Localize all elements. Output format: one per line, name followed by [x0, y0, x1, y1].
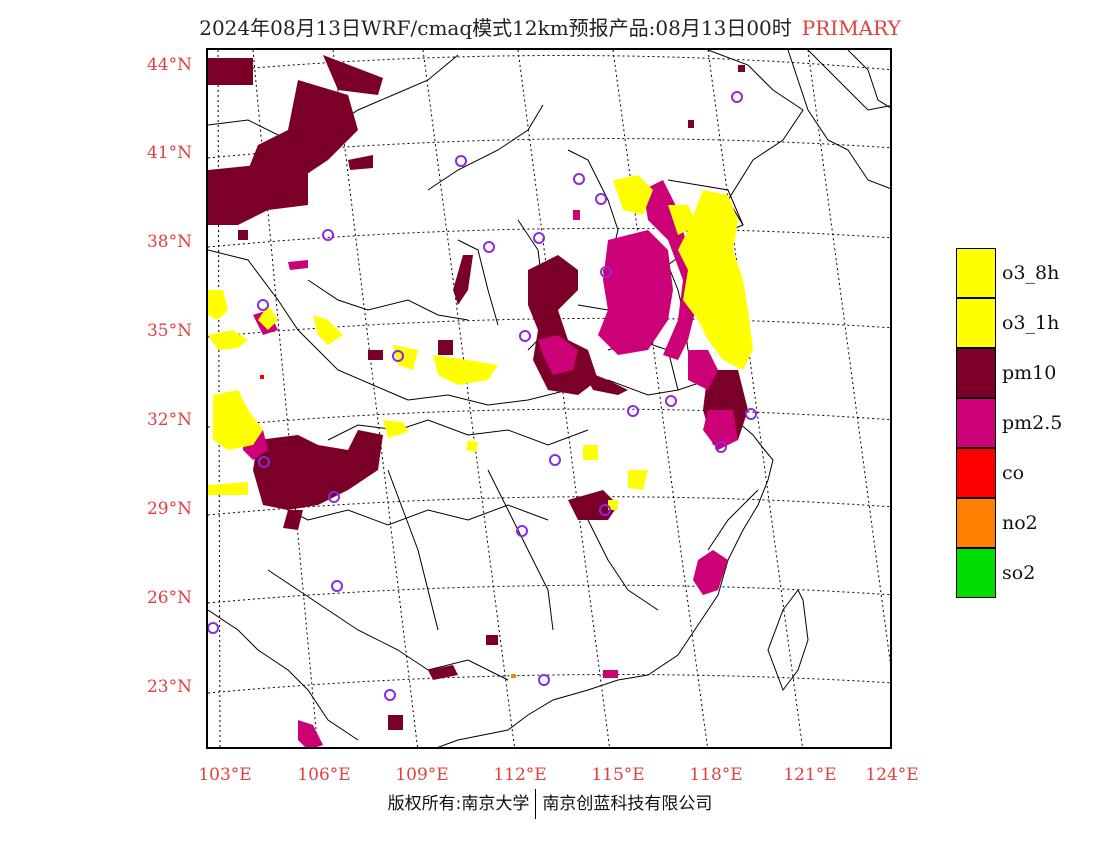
pm25-areas [243, 180, 738, 747]
legend-swatch [956, 448, 996, 498]
lon-label-124: 124°E [865, 765, 919, 785]
legend-label: pm10 [1002, 362, 1057, 384]
lat-label-35: 35°N [146, 321, 192, 341]
copyright-text: 版权所有:南京大学 [387, 794, 530, 814]
copyright-footer: 版权所有:南京大学 南京创蓝科技有限公司 [0, 789, 1100, 819]
legend-swatch [956, 548, 996, 598]
legend-swatch [956, 298, 996, 348]
legend-label: o3_1h [1002, 312, 1060, 334]
lat-label-32: 32°N [146, 410, 192, 430]
lat-label-38: 38°N [146, 232, 192, 252]
map-canvas [208, 50, 890, 747]
lat-label-26: 26°N [146, 588, 192, 608]
lon-label-121: 121°E [783, 765, 837, 785]
lat-label-44: 44°N [146, 55, 192, 75]
o3-areas [208, 175, 753, 510]
lon-label-118: 118°E [689, 765, 743, 785]
legend-swatch [956, 348, 996, 398]
legend-label: no2 [1002, 512, 1038, 534]
lon-label-103: 103°E [198, 765, 252, 785]
company-text: 南京创蓝科技有限公司 [542, 794, 713, 814]
lon-label-106: 106°E [297, 765, 351, 785]
no2-areas [511, 674, 516, 678]
legend-label: so2 [1002, 562, 1036, 584]
map-title: 2024年08月13日WRF/cmaq模式12km预报产品:08月13日00时 P… [0, 12, 1100, 41]
title-text: 2024年08月13日WRF/cmaq模式12km预报产品:08月13日00时 [199, 16, 792, 40]
lat-label-41: 41°N [146, 143, 192, 163]
legend-label: pm2.5 [1002, 412, 1063, 434]
lon-label-109: 109°E [395, 765, 449, 785]
legend-swatch [956, 248, 996, 298]
lon-label-115: 115°E [591, 765, 645, 785]
forecast-map[interactable] [206, 48, 892, 749]
legend-swatch [956, 398, 996, 448]
legend-label: o3_8h [1002, 262, 1060, 284]
pm10-areas [208, 55, 748, 730]
footer-divider [535, 789, 537, 819]
lon-label-112: 112°E [493, 765, 547, 785]
primary-tag: PRIMARY [801, 16, 901, 40]
legend-swatch [956, 498, 996, 548]
station-markers [208, 91, 757, 701]
boundaries [208, 50, 890, 747]
legend-label: co [1002, 462, 1025, 484]
lat-label-29: 29°N [146, 499, 192, 519]
lat-label-23: 23°N [146, 677, 192, 697]
co-areas [260, 375, 264, 379]
